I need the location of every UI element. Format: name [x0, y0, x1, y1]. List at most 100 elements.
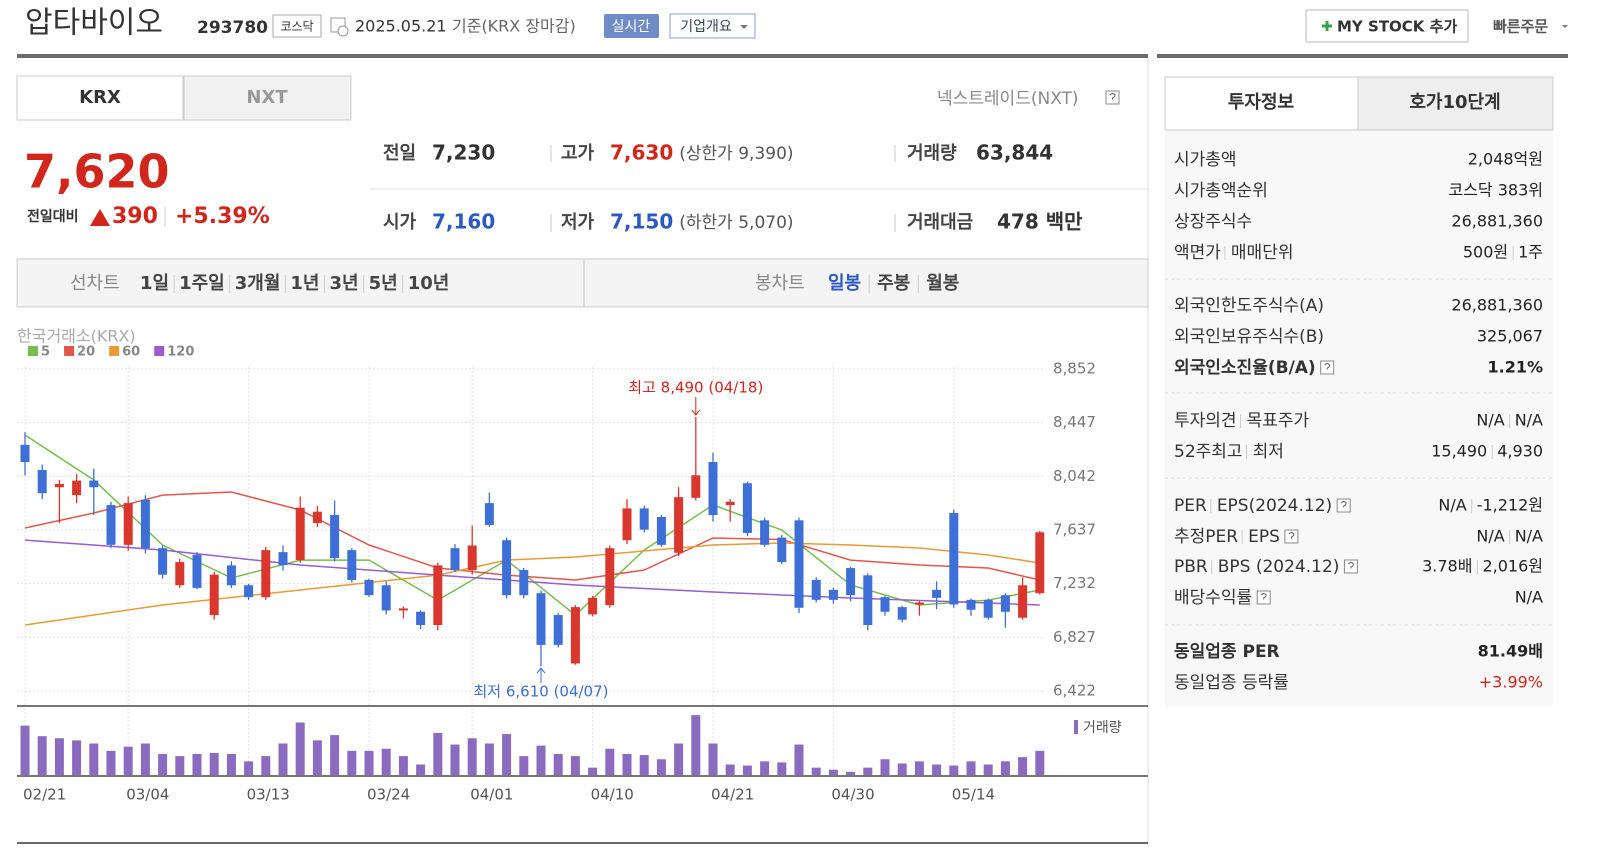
x-tick-label: 04/30: [831, 786, 874, 804]
y-tick-label: 8,042: [1053, 467, 1096, 485]
period-option[interactable]: 5년: [369, 273, 398, 294]
quote-label: 고가: [561, 143, 595, 164]
volume-bar: [674, 743, 684, 775]
quick-order[interactable]: 빠른주문: [1493, 18, 1548, 36]
change-rate: +5.39%: [175, 204, 270, 229]
tab-active[interactable]: [1164, 76, 1359, 131]
my-stock-button[interactable]: [1305, 9, 1469, 43]
row-label: 동일업종 등락률: [1174, 673, 1289, 693]
period-option[interactable]: 3년: [330, 273, 359, 294]
candle-body: [261, 550, 271, 598]
candle-body: [330, 515, 340, 559]
row-value: 500원: [1463, 243, 1508, 262]
candle-body: [846, 568, 856, 596]
quote-note: (상한가 9,390): [679, 144, 793, 164]
volume-bar: [863, 767, 873, 775]
volume-bar: [89, 743, 99, 775]
candle-body: [416, 611, 426, 626]
period-option[interactable]: 10년: [408, 273, 450, 294]
period-option[interactable]: 1일: [140, 273, 169, 294]
row-label: EPS(2024.12): [1217, 496, 1332, 516]
volume-bar: [381, 748, 391, 775]
candle-body: [226, 565, 236, 586]
candle-body: [863, 575, 873, 626]
x-tick-label: 04/10: [591, 786, 634, 804]
volume-bar: [398, 756, 408, 775]
help-glyph: [1324, 363, 1331, 370]
period-option[interactable]: 1년: [290, 273, 319, 294]
volume-bar: [760, 761, 770, 775]
help-glyph: [1260, 593, 1267, 600]
candle-body: [605, 548, 615, 606]
candle-body: [966, 599, 976, 610]
y-tick-label: 6,422: [1053, 682, 1096, 700]
y-tick-label: 6,827: [1053, 628, 1096, 646]
period-option[interactable]: 일봉: [828, 273, 861, 294]
candle-body: [811, 579, 821, 600]
volume-bar: [347, 750, 357, 775]
tab[interactable]: [1357, 76, 1554, 131]
stock-code: 293780: [197, 18, 268, 38]
market: 코스닥: [280, 20, 313, 34]
row-value: 325,067: [1477, 327, 1543, 346]
candle-body: [828, 589, 838, 600]
nxt-link[interactable]: 넥스트레이드(NXT): [937, 89, 1079, 109]
company-info: 기업개요: [680, 19, 732, 35]
volume-bar: [72, 740, 82, 775]
row-value: 1주: [1518, 243, 1543, 262]
candle-body: [536, 593, 546, 645]
row-label: 시가총액: [1174, 150, 1237, 170]
candle-body: [708, 462, 718, 516]
period-option[interactable]: 월봉: [926, 273, 959, 294]
candle-body: [691, 475, 701, 498]
volume-bar: [605, 748, 615, 775]
volume-bar: [158, 754, 168, 775]
price: 7,620: [24, 145, 170, 199]
volume-bar: [502, 734, 512, 775]
legend-label: 60: [122, 345, 140, 360]
volume-bar: [656, 759, 666, 775]
volume-bar: [244, 761, 254, 775]
quote-label: 거래대금: [907, 212, 973, 233]
row-value: 26,881,360: [1451, 296, 1543, 315]
row-value: 1.21%: [1487, 358, 1543, 377]
x-tick-label: 05/14: [952, 786, 995, 804]
quote-value: 7,150: [610, 210, 673, 234]
volume-bar: [828, 769, 838, 775]
period-option[interactable]: 주봉: [877, 273, 910, 294]
realtime-badge[interactable]: [604, 14, 659, 38]
quote-value: 7,230: [432, 141, 495, 165]
y-tick-label: 7,232: [1053, 574, 1096, 592]
row-label: 추정PER: [1174, 527, 1238, 547]
period-option[interactable]: 1주일: [179, 273, 225, 294]
row-value: N/A: [1476, 527, 1504, 546]
volume-bar: [278, 743, 288, 775]
legend-label: 5: [41, 345, 50, 360]
candle-body: [278, 552, 288, 566]
row-label: 시가총액순위: [1174, 181, 1268, 201]
volume-bar: [983, 764, 993, 775]
volume-bar: [897, 763, 907, 775]
volume-bar: [536, 745, 546, 775]
candle-body: [949, 513, 959, 605]
candle-body: [897, 607, 907, 620]
row-value: 3.78배: [1422, 557, 1472, 576]
up-triangle: [90, 209, 110, 226]
volume-bar: [1035, 750, 1045, 775]
basis: 기준(KRX 장마감): [452, 17, 576, 36]
volume-bar: [433, 733, 443, 775]
tab-active[interactable]: [16, 75, 184, 121]
candle-body: [502, 540, 512, 596]
tab-label: KRX: [79, 87, 121, 108]
volume-label: 거래량: [1083, 720, 1122, 736]
company-info-button[interactable]: [669, 13, 756, 39]
period-option[interactable]: 3개월: [235, 273, 281, 294]
tab-label: NXT: [246, 87, 288, 108]
volume-bar: [880, 759, 890, 775]
dropdown-arrow: [740, 25, 748, 29]
volume-bar: [588, 767, 598, 775]
tab[interactable]: [183, 75, 352, 121]
row-label: 상장주식수: [1174, 212, 1252, 232]
row-label: 동일업종 PER: [1174, 642, 1280, 662]
realtime: 실시간: [612, 19, 651, 35]
